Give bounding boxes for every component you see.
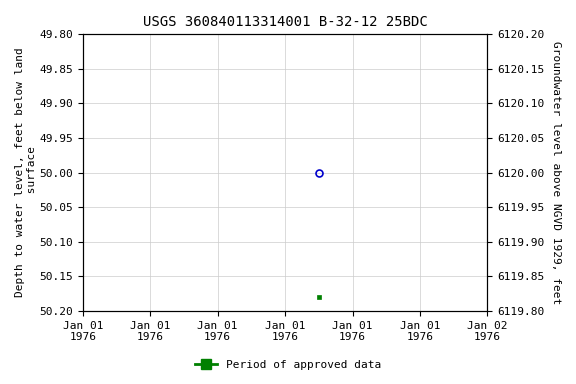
Legend: Period of approved data: Period of approved data (191, 356, 385, 375)
Y-axis label: Groundwater level above NGVD 1929, feet: Groundwater level above NGVD 1929, feet (551, 41, 561, 304)
Y-axis label: Depth to water level, feet below land
 surface: Depth to water level, feet below land su… (15, 48, 37, 298)
Title: USGS 360840113314001 B-32-12 25BDC: USGS 360840113314001 B-32-12 25BDC (143, 15, 427, 29)
